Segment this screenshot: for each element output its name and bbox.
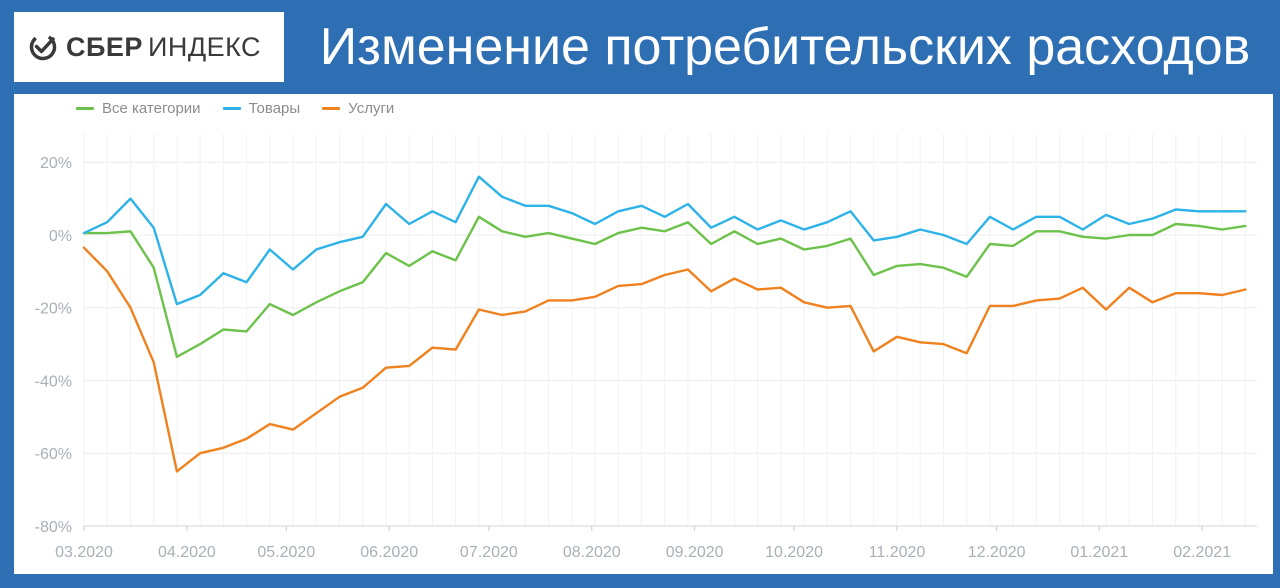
x-tick-label: 12.2020 [968, 544, 1026, 561]
legend-swatch [76, 107, 94, 110]
logo-brand-text: СБЕР [66, 31, 143, 62]
sber-logo-icon [29, 33, 57, 61]
page-title: Изменение потребительских расходов [319, 18, 1251, 76]
y-tick-label: 0% [49, 228, 72, 245]
legend-item: Услуги [322, 100, 394, 117]
x-tick-label: 04.2020 [158, 544, 216, 561]
line-chart: 20% 0% -20% -40% -60% -80% 03.2020 04.2020 05.20… [35, 134, 1257, 561]
legend-label: Все категории [102, 100, 201, 117]
legend-label: Услуги [348, 100, 395, 117]
series-line-0 [82, 215, 1247, 358]
legend-swatch [322, 107, 341, 110]
legend-item: Товары [222, 100, 301, 117]
x-tick-label: 09.2020 [666, 544, 724, 561]
chart: 20% 0% -20% -40% -60% -80% 03.2020 04.2020 05.20… [14, 94, 1273, 574]
y-tick-label: 20% [40, 155, 72, 172]
x-tick-label: 08.2020 [563, 544, 621, 561]
x-tick-label: 11.2020 [869, 544, 926, 561]
x-tick-label: 10.2020 [765, 544, 823, 561]
y-tick-label: -40% [35, 373, 72, 390]
series-line-2 [82, 246, 1247, 473]
logo: СБЕР ИНДЕКС [14, 12, 284, 82]
legend-label: Товары [248, 100, 301, 117]
legend-swatch [222, 107, 241, 110]
x-tick-label: 01.2021 [1070, 544, 1128, 561]
y-tick-label: -80% [35, 519, 72, 536]
logo-sub-text: ИНДЕКС [147, 31, 262, 62]
x-tick-label: 06.2020 [360, 544, 418, 561]
series-line-1 [82, 175, 1247, 306]
x-tick-label: 05.2020 [257, 544, 315, 561]
x-tick-label: 07.2020 [460, 544, 518, 561]
y-tick-label: -60% [35, 446, 72, 463]
x-tick-label: 03.2020 [55, 544, 113, 561]
x-tick-label: 02.2021 [1173, 544, 1231, 561]
y-tick-label: -20% [35, 301, 72, 318]
chart-legend: Все категории Товары Услуги [76, 100, 394, 117]
legend-item: Все категории [76, 100, 201, 117]
